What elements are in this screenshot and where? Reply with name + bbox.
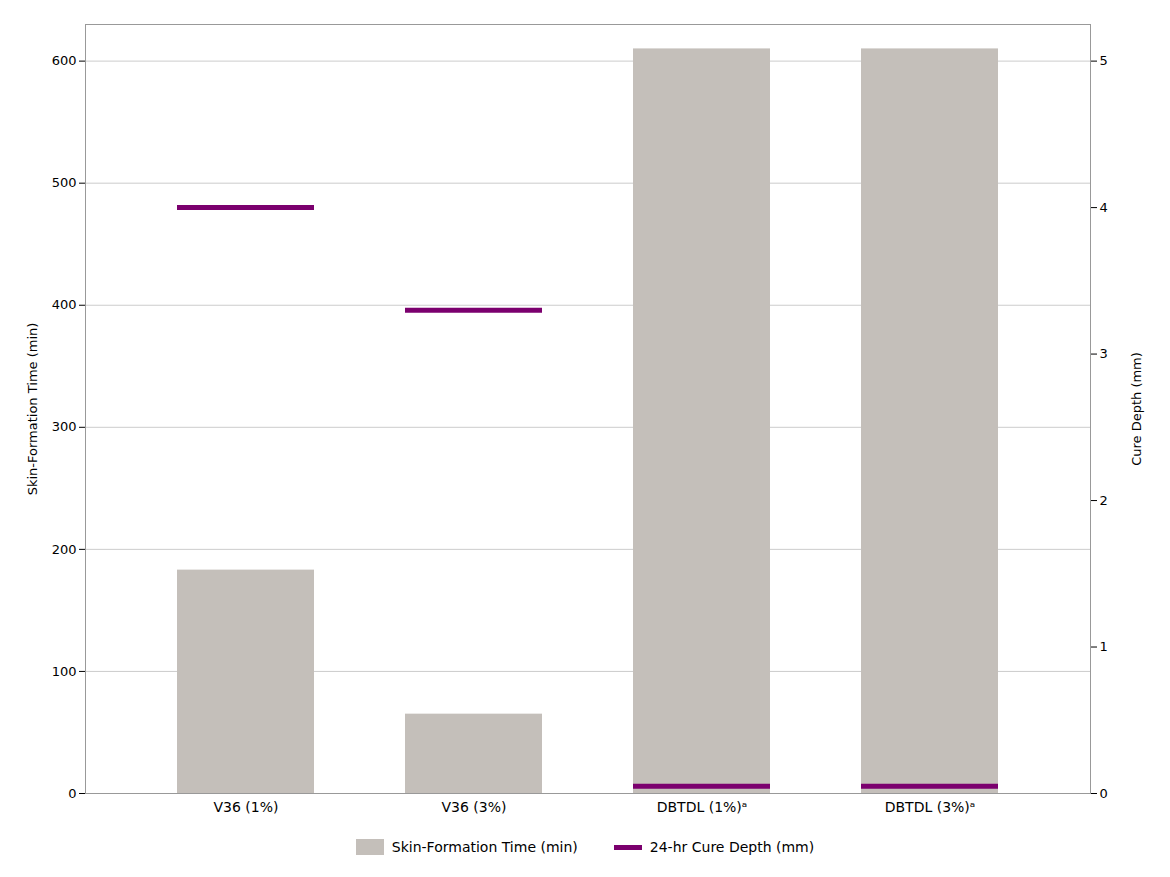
svg-text:300: 300 [52,419,77,434]
svg-text:4: 4 [1100,200,1108,215]
svg-text:DBTDL (3%)ᵃ: DBTDL (3%)ᵃ [885,799,976,815]
svg-text:500: 500 [52,175,77,190]
svg-text:0: 0 [68,786,76,801]
html-text:24-hr Cure Depth (mm): 24-hr Cure Depth (mm) [649,839,815,855]
svg-text:1: 1 [1100,639,1108,654]
svg-text:0: 0 [1100,786,1108,801]
svg-text:5: 5 [1100,53,1108,68]
svg-text:DBTDL (1%)ᵃ: DBTDL (1%)ᵃ [657,799,748,815]
svg-text:100: 100 [52,664,77,679]
svg-text:Cure Depth (mm): Cure Depth (mm) [1129,352,1144,466]
svg-text:Skin-Formation Time (min): Skin-Formation Time (min) [25,323,40,496]
svg-text:3: 3 [1100,346,1108,361]
svg-text:V36 (3%): V36 (3%) [442,799,507,815]
svg-text:600: 600 [52,53,77,68]
svg-text:400: 400 [52,297,77,312]
html-text:Skin-Formation Time (min): Skin-Formation Time (min) [391,839,578,855]
svg-text:200: 200 [52,542,77,557]
svg-text:V36 (1%): V36 (1%) [214,799,279,815]
svg-text:2: 2 [1100,493,1108,508]
